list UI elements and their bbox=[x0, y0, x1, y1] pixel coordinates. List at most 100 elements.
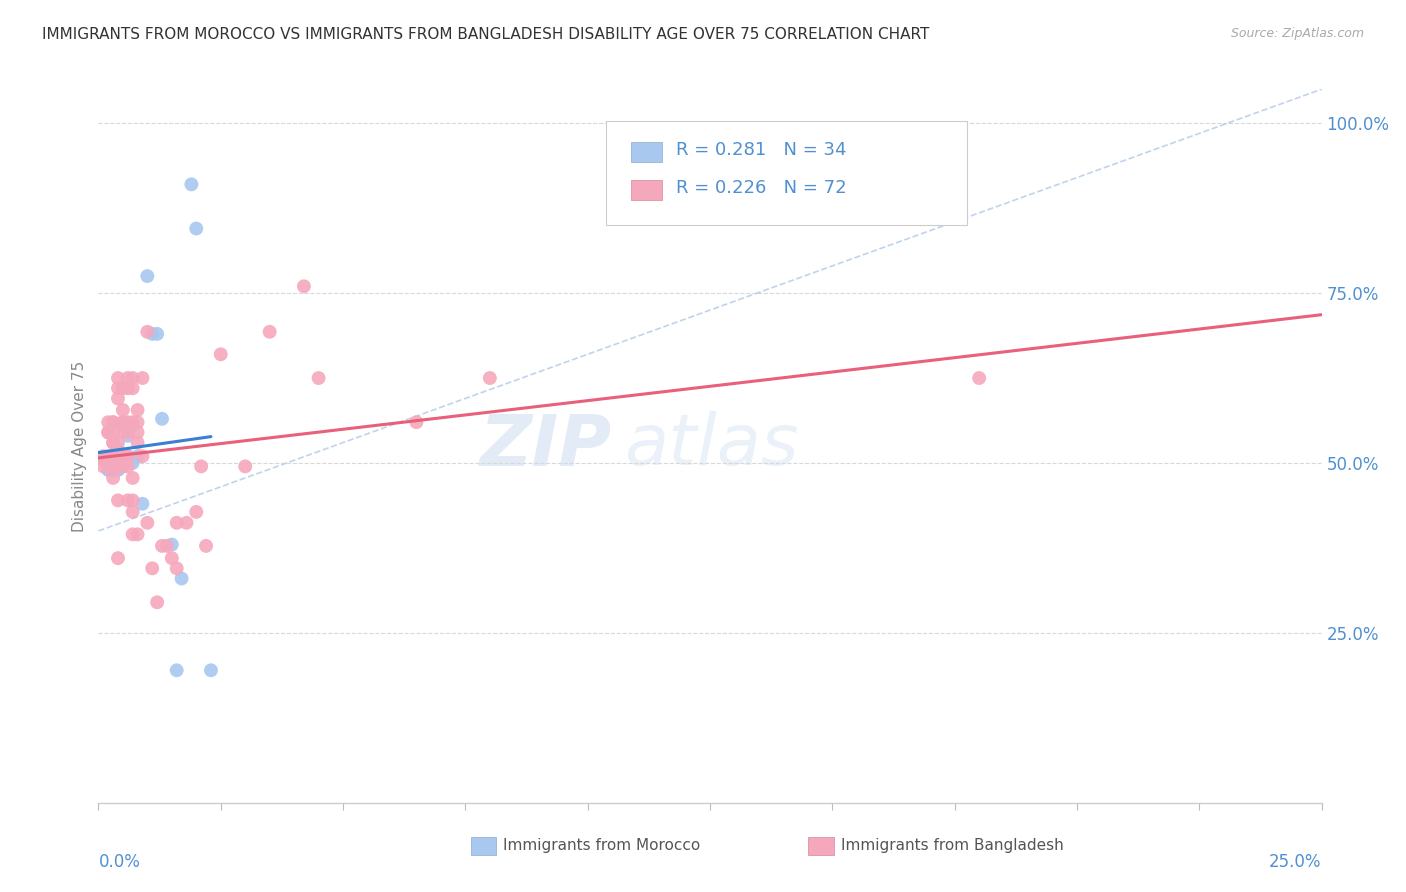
Point bbox=[121, 527, 143, 541]
Point bbox=[141, 561, 163, 575]
Point bbox=[117, 449, 139, 463]
Y-axis label: Disability Age Over 75: Disability Age Over 75 bbox=[72, 360, 87, 532]
Point bbox=[111, 415, 134, 429]
Text: R = 0.281   N = 34: R = 0.281 N = 34 bbox=[676, 141, 846, 159]
Point bbox=[111, 449, 134, 463]
Point bbox=[107, 371, 129, 385]
Point bbox=[117, 415, 139, 429]
Point bbox=[150, 539, 173, 553]
Point bbox=[160, 537, 183, 551]
Point bbox=[967, 371, 990, 385]
Point bbox=[111, 418, 134, 433]
Point bbox=[111, 459, 134, 474]
Point bbox=[146, 326, 169, 341]
Point bbox=[160, 551, 183, 566]
Point bbox=[478, 371, 501, 385]
Point bbox=[166, 516, 188, 530]
Point bbox=[91, 452, 114, 467]
Point bbox=[111, 381, 134, 395]
Point bbox=[127, 425, 149, 440]
Point bbox=[131, 449, 153, 463]
Point bbox=[91, 459, 114, 474]
Point bbox=[121, 493, 143, 508]
Point bbox=[107, 442, 129, 457]
Point bbox=[127, 527, 149, 541]
Text: atlas: atlas bbox=[624, 411, 799, 481]
Point bbox=[117, 381, 139, 395]
Text: IMMIGRANTS FROM MOROCCO VS IMMIGRANTS FROM BANGLADESH DISABILITY AGE OVER 75 COR: IMMIGRANTS FROM MOROCCO VS IMMIGRANTS FR… bbox=[42, 27, 929, 42]
Text: 0.0%: 0.0% bbox=[98, 853, 141, 871]
Point bbox=[97, 463, 120, 477]
Point bbox=[111, 425, 134, 440]
Point bbox=[97, 449, 120, 463]
Point bbox=[101, 435, 124, 450]
Point bbox=[117, 425, 139, 440]
Point bbox=[121, 381, 143, 395]
Point bbox=[200, 663, 222, 677]
Point bbox=[107, 463, 129, 477]
Point bbox=[97, 463, 120, 477]
Point bbox=[121, 456, 143, 470]
Point bbox=[127, 449, 149, 463]
Point bbox=[180, 178, 202, 192]
Point bbox=[97, 459, 120, 474]
Point bbox=[136, 269, 159, 284]
Point bbox=[97, 452, 120, 467]
Point bbox=[121, 415, 143, 429]
Point bbox=[405, 415, 427, 429]
Point bbox=[101, 425, 124, 440]
FancyBboxPatch shape bbox=[630, 180, 662, 200]
Point bbox=[209, 347, 232, 361]
Point bbox=[107, 463, 129, 477]
Point bbox=[101, 471, 124, 485]
Point bbox=[166, 561, 188, 575]
Point bbox=[107, 381, 129, 395]
Point bbox=[127, 415, 149, 429]
Point bbox=[121, 505, 143, 519]
Point bbox=[101, 415, 124, 429]
Point bbox=[146, 595, 169, 609]
Point bbox=[97, 415, 120, 429]
Point bbox=[111, 449, 134, 463]
Point bbox=[101, 415, 124, 429]
FancyBboxPatch shape bbox=[630, 142, 662, 162]
Point bbox=[111, 415, 134, 429]
Point bbox=[186, 505, 208, 519]
Point bbox=[97, 425, 120, 440]
Point bbox=[107, 392, 129, 406]
Point bbox=[101, 449, 124, 463]
Point bbox=[91, 452, 114, 467]
Point bbox=[170, 572, 193, 586]
Point bbox=[259, 325, 281, 339]
Text: Immigrants from Bangladesh: Immigrants from Bangladesh bbox=[841, 838, 1063, 853]
Point bbox=[97, 425, 120, 440]
Point bbox=[101, 463, 124, 477]
Point bbox=[121, 471, 143, 485]
Point bbox=[166, 663, 188, 677]
Point bbox=[195, 539, 218, 553]
Point bbox=[136, 516, 159, 530]
Point bbox=[141, 326, 163, 341]
Point bbox=[131, 497, 153, 511]
Point bbox=[117, 371, 139, 385]
Point bbox=[101, 459, 124, 474]
Point bbox=[107, 435, 129, 450]
Point bbox=[150, 412, 173, 426]
Point bbox=[136, 325, 159, 339]
Point bbox=[176, 516, 198, 530]
Point bbox=[101, 463, 124, 477]
Point bbox=[91, 449, 114, 463]
Point bbox=[91, 452, 114, 467]
Point bbox=[127, 403, 149, 417]
Point bbox=[101, 463, 124, 477]
Text: Immigrants from Morocco: Immigrants from Morocco bbox=[503, 838, 700, 853]
Text: 25.0%: 25.0% bbox=[1270, 853, 1322, 871]
Point bbox=[233, 459, 256, 474]
Point bbox=[131, 371, 153, 385]
Text: R = 0.226   N = 72: R = 0.226 N = 72 bbox=[676, 178, 846, 196]
Point bbox=[97, 452, 120, 467]
Text: ZIP: ZIP bbox=[479, 411, 612, 481]
Point bbox=[101, 435, 124, 450]
Point bbox=[156, 539, 179, 553]
Point bbox=[186, 221, 208, 235]
